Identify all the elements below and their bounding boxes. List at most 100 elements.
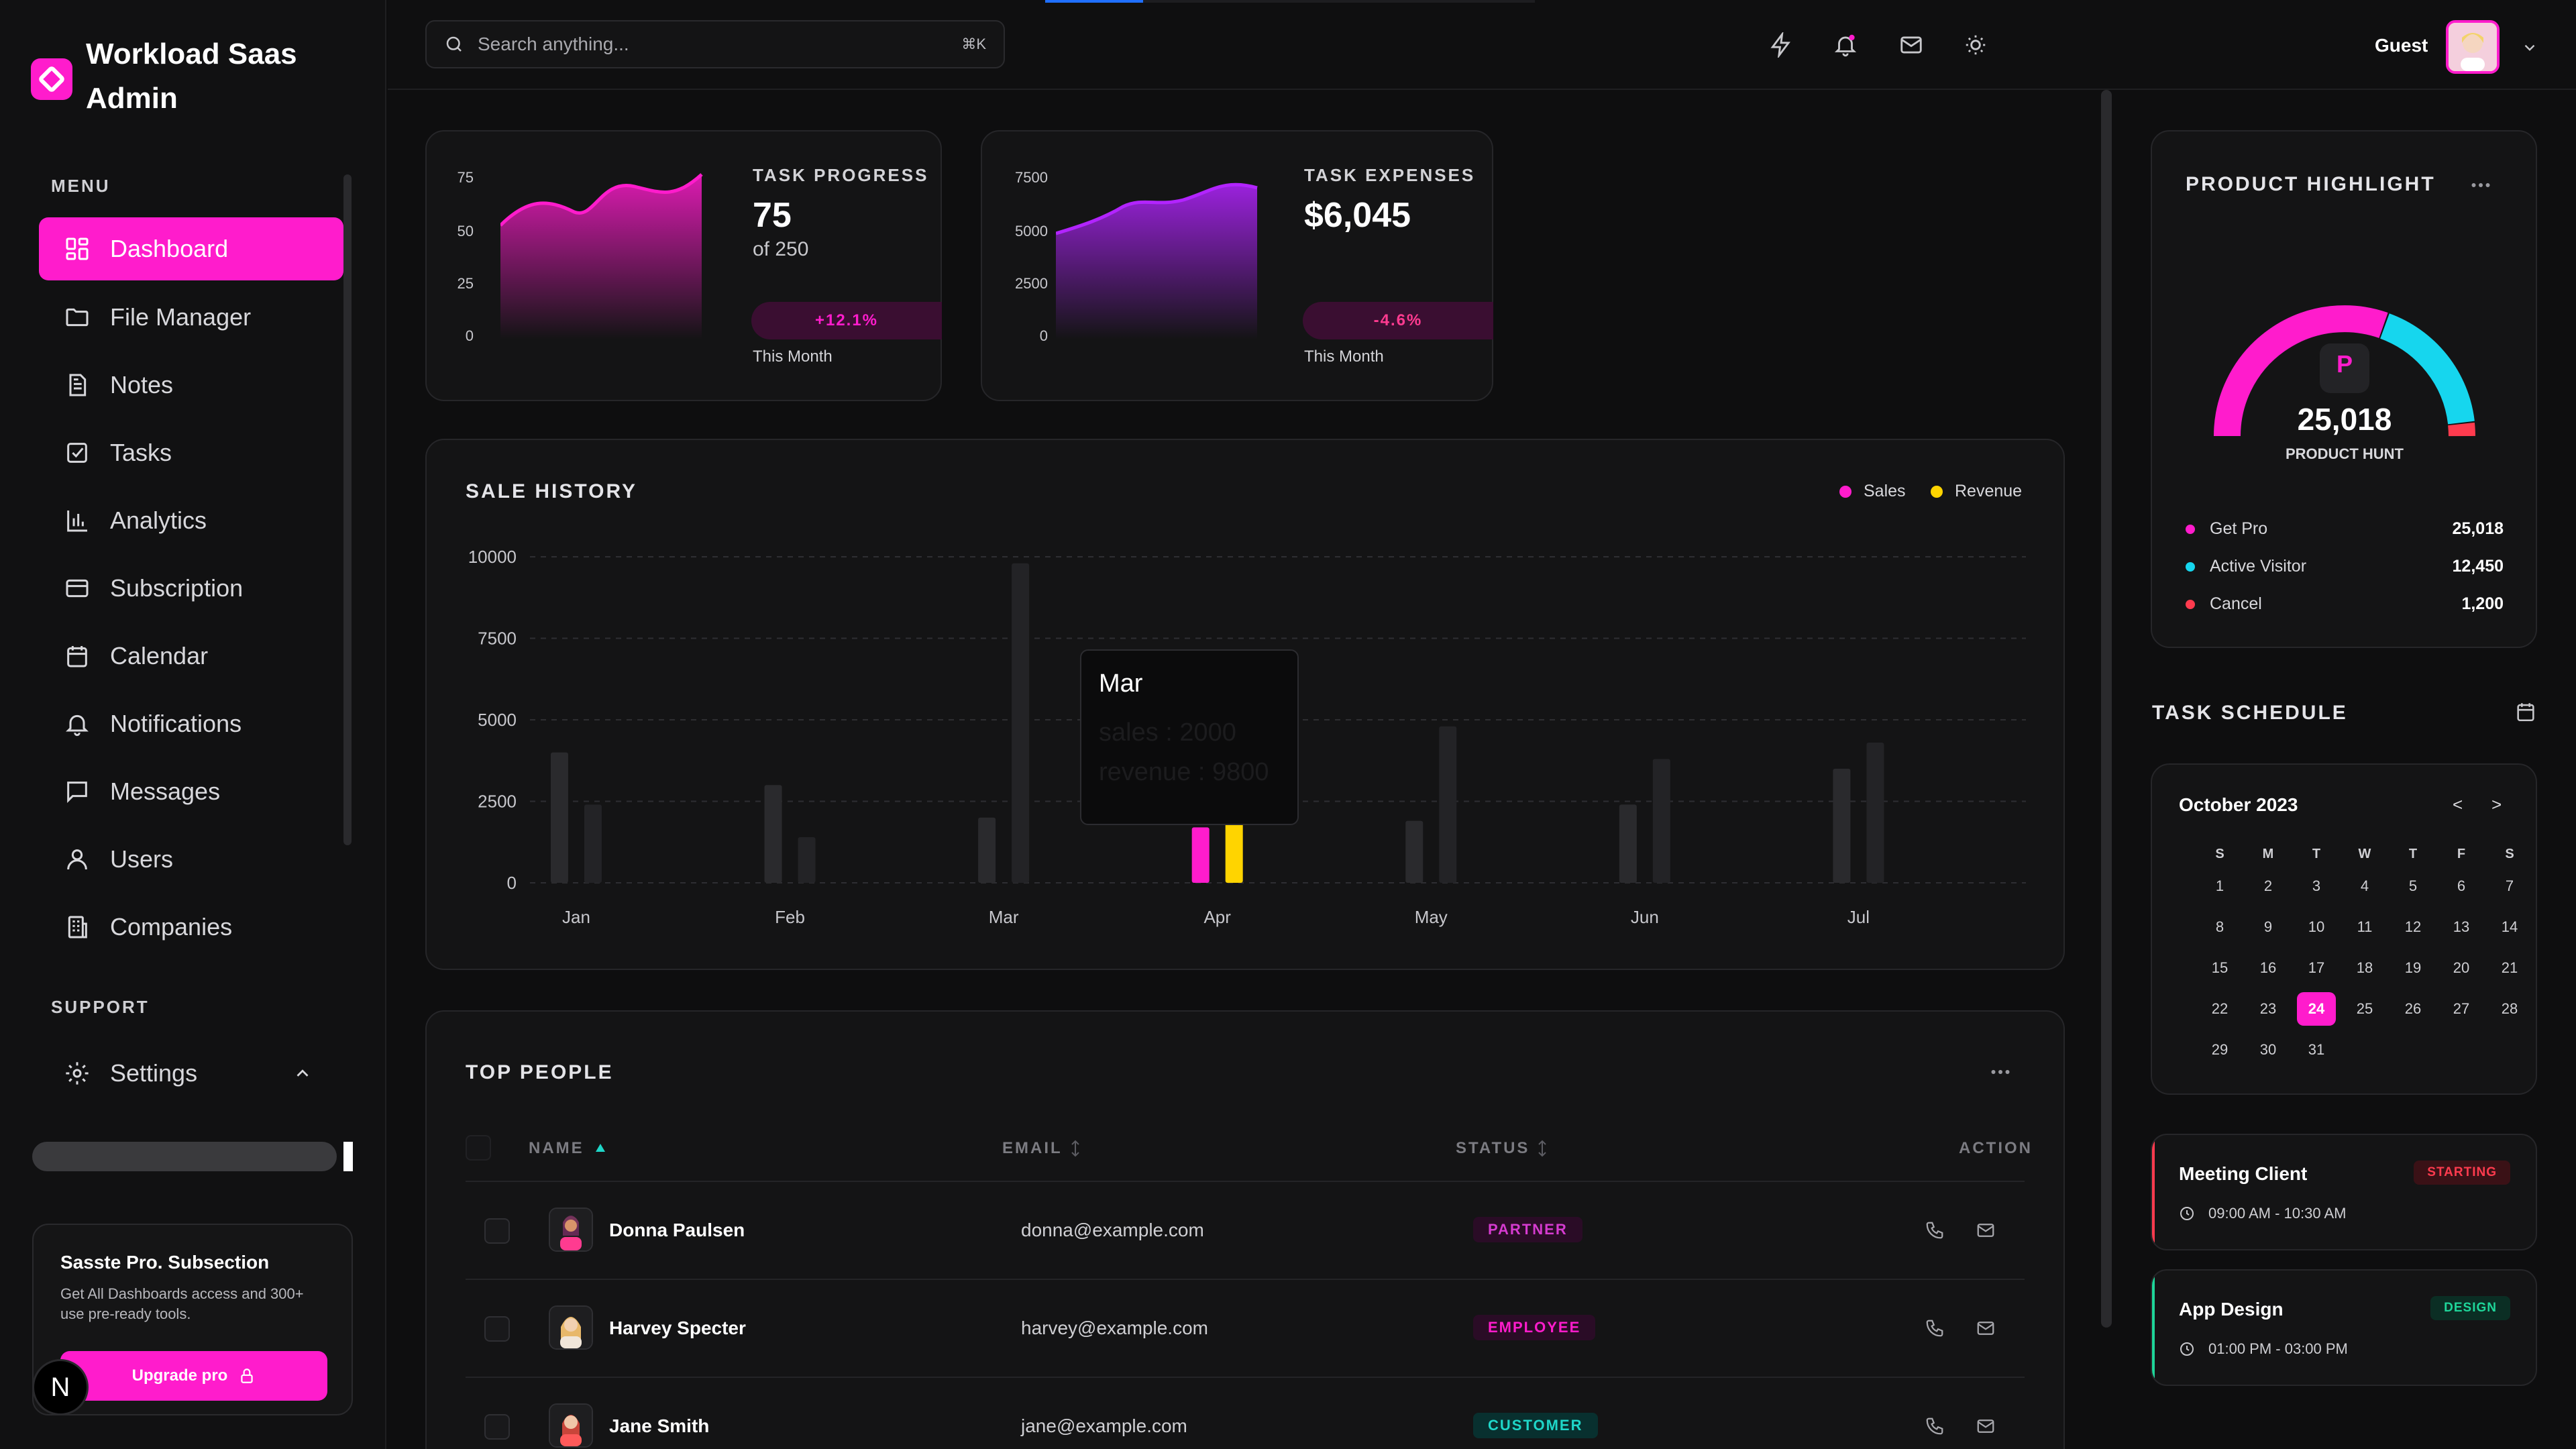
- sidebar-scrollbar[interactable]: [343, 174, 352, 845]
- bar-revenue-jun[interactable]: [1652, 759, 1670, 883]
- calendar-next-button[interactable]: >: [2491, 794, 2502, 814]
- calendar-day[interactable]: 2: [2263, 877, 2273, 894]
- chevron-up-icon[interactable]: [292, 1063, 313, 1083]
- calendar-day[interactable]: 6: [2457, 877, 2466, 894]
- sidebar-item-file-manager[interactable]: File Manager: [39, 286, 343, 349]
- sidebar-item-messages[interactable]: Messages: [39, 760, 343, 823]
- select-all-checkbox[interactable]: [466, 1135, 491, 1161]
- clock-icon: [2180, 1207, 2194, 1220]
- legend-sales[interactable]: Sales: [1839, 482, 1906, 501]
- calendar-day[interactable]: 9: [2263, 918, 2273, 935]
- bar-sales-jul[interactable]: [1833, 768, 1851, 883]
- user-name[interactable]: Guest: [2375, 35, 2428, 56]
- avatar[interactable]: [2446, 20, 2500, 74]
- event-title: App Design: [2179, 1299, 2284, 1320]
- bar-sales-mar[interactable]: [978, 817, 996, 883]
- bar-sales-may[interactable]: [1405, 820, 1424, 883]
- calendar-day[interactable]: 30: [2259, 1041, 2277, 1058]
- calendar-day[interactable]: 27: [2453, 1000, 2470, 1017]
- row-divider: [466, 1181, 2025, 1182]
- calendar-day[interactable]: 28: [2501, 1000, 2518, 1017]
- bar-revenue-may[interactable]: [1439, 726, 1457, 883]
- mail-icon[interactable]: [1974, 1414, 1998, 1438]
- row-checkbox[interactable]: [484, 1316, 510, 1342]
- mail-icon[interactable]: [1974, 1218, 1998, 1242]
- mail-icon[interactable]: [1974, 1316, 1998, 1340]
- sidebar-item-tasks[interactable]: Tasks: [39, 421, 343, 484]
- bar-sales-jun[interactable]: [1619, 804, 1637, 883]
- chevron-down-icon[interactable]: [2521, 39, 2538, 56]
- calendar-day[interactable]: 13: [2453, 918, 2470, 935]
- calendar-day[interactable]: 23: [2259, 1000, 2277, 1017]
- row-checkbox[interactable]: [484, 1414, 510, 1440]
- mail-icon[interactable]: [1896, 30, 1927, 60]
- calendar-day[interactable]: 18: [2356, 959, 2373, 976]
- horizontal-scrollbar[interactable]: [32, 1142, 337, 1171]
- column-header-email[interactable]: EMAIL: [1002, 1139, 1081, 1158]
- bar-sales-feb[interactable]: [764, 785, 782, 883]
- calendar-day[interactable]: 11: [2357, 918, 2373, 935]
- calendar-day[interactable]: 1: [2215, 877, 2224, 894]
- calendar-day[interactable]: 14: [2501, 918, 2518, 935]
- bar-revenue-jul[interactable]: [1866, 743, 1884, 883]
- upgrade-pro-button[interactable]: Upgrade pro: [60, 1351, 327, 1401]
- sidebar-item-notes[interactable]: Notes: [39, 354, 343, 417]
- calendar-day[interactable]: 31: [2308, 1041, 2325, 1058]
- y-tick: 50: [457, 223, 474, 239]
- calendar-day[interactable]: 19: [2404, 959, 2422, 976]
- sidebar-item-companies[interactable]: Companies: [39, 896, 343, 959]
- sidebar-item-calendar[interactable]: Calendar: [39, 625, 343, 688]
- calendar-day[interactable]: 3: [2312, 877, 2321, 894]
- calendar-day[interactable]: 22: [2211, 1000, 2229, 1017]
- event-card-meeting-client[interactable]: Meeting Client STARTING 09:00 AM - 10:30…: [2151, 1134, 2537, 1250]
- sidebar-item-notifications[interactable]: Notifications: [39, 692, 343, 755]
- calendar-day[interactable]: 5: [2408, 877, 2418, 894]
- sun-theme-icon[interactable]: [1960, 30, 1991, 60]
- calendar-day[interactable]: 24: [2297, 992, 2336, 1026]
- bar-revenue-jan[interactable]: [584, 804, 602, 883]
- product-highlight-title: PRODUCT HIGHLIGHT: [2186, 173, 2436, 195]
- calendar-day[interactable]: 12: [2404, 918, 2422, 935]
- main-scrollbar[interactable]: [2101, 90, 2112, 1328]
- lightning-icon[interactable]: [1766, 30, 1796, 60]
- bar-sales-jan[interactable]: [550, 752, 568, 883]
- notification-bell-icon[interactable]: [1830, 30, 1861, 60]
- bar-sales-apr[interactable]: [1191, 827, 1210, 883]
- calendar-day[interactable]: 8: [2215, 918, 2224, 935]
- sidebar-item-dashboard[interactable]: Dashboard: [39, 217, 343, 280]
- bar-revenue-feb[interactable]: [798, 837, 816, 883]
- sale-history-chart[interactable]: 10000 7500 5000 2500 0 Jan Feb Mar Apr May Jun Jul: [456, 537, 2039, 939]
- calendar-day[interactable]: 17: [2308, 959, 2325, 976]
- search-input[interactable]: Search anything... ⌘K: [425, 20, 1005, 68]
- phone-icon[interactable]: [1923, 1316, 1947, 1340]
- more-options-icon[interactable]: [2469, 173, 2493, 197]
- calendar-day[interactable]: 4: [2360, 877, 2369, 894]
- phone-icon[interactable]: [1923, 1218, 1947, 1242]
- legend-revenue[interactable]: Revenue: [1931, 482, 2022, 501]
- calendar-day[interactable]: 21: [2501, 959, 2518, 976]
- column-header-status[interactable]: STATUS: [1456, 1139, 1548, 1158]
- calendar-day[interactable]: 16: [2259, 959, 2277, 976]
- calendar-day[interactable]: 20: [2453, 959, 2470, 976]
- n-logo-badge[interactable]: N: [32, 1359, 89, 1415]
- calendar-day[interactable]: 7: [2505, 877, 2514, 894]
- more-options-icon[interactable]: [1988, 1060, 2012, 1084]
- sidebar-item-analytics[interactable]: Analytics: [39, 489, 343, 552]
- calendar-day[interactable]: 26: [2404, 1000, 2422, 1017]
- calendar-day[interactable]: 25: [2356, 1000, 2373, 1017]
- calendar-icon[interactable]: [2514, 700, 2537, 723]
- sidebar-item-settings[interactable]: Settings: [39, 1042, 343, 1105]
- scrollbar-thumb[interactable]: [343, 1142, 353, 1171]
- brand[interactable]: Workload Saas Admin: [31, 32, 354, 121]
- sidebar-item-subscription[interactable]: Subscription: [39, 557, 343, 620]
- calendar-prev-button[interactable]: <: [2453, 794, 2463, 814]
- calendar-day[interactable]: 10: [2308, 918, 2325, 935]
- row-checkbox[interactable]: [484, 1218, 510, 1244]
- phone-icon[interactable]: [1923, 1414, 1947, 1438]
- column-header-name[interactable]: NAME: [529, 1139, 607, 1158]
- calendar-day[interactable]: 29: [2211, 1041, 2229, 1058]
- bar-revenue-mar[interactable]: [1012, 563, 1030, 883]
- event-card-app-design[interactable]: App Design DESIGN 01:00 PM - 03:00 PM: [2151, 1269, 2537, 1386]
- calendar-day[interactable]: 15: [2211, 959, 2229, 976]
- sidebar-item-users[interactable]: Users: [39, 828, 343, 891]
